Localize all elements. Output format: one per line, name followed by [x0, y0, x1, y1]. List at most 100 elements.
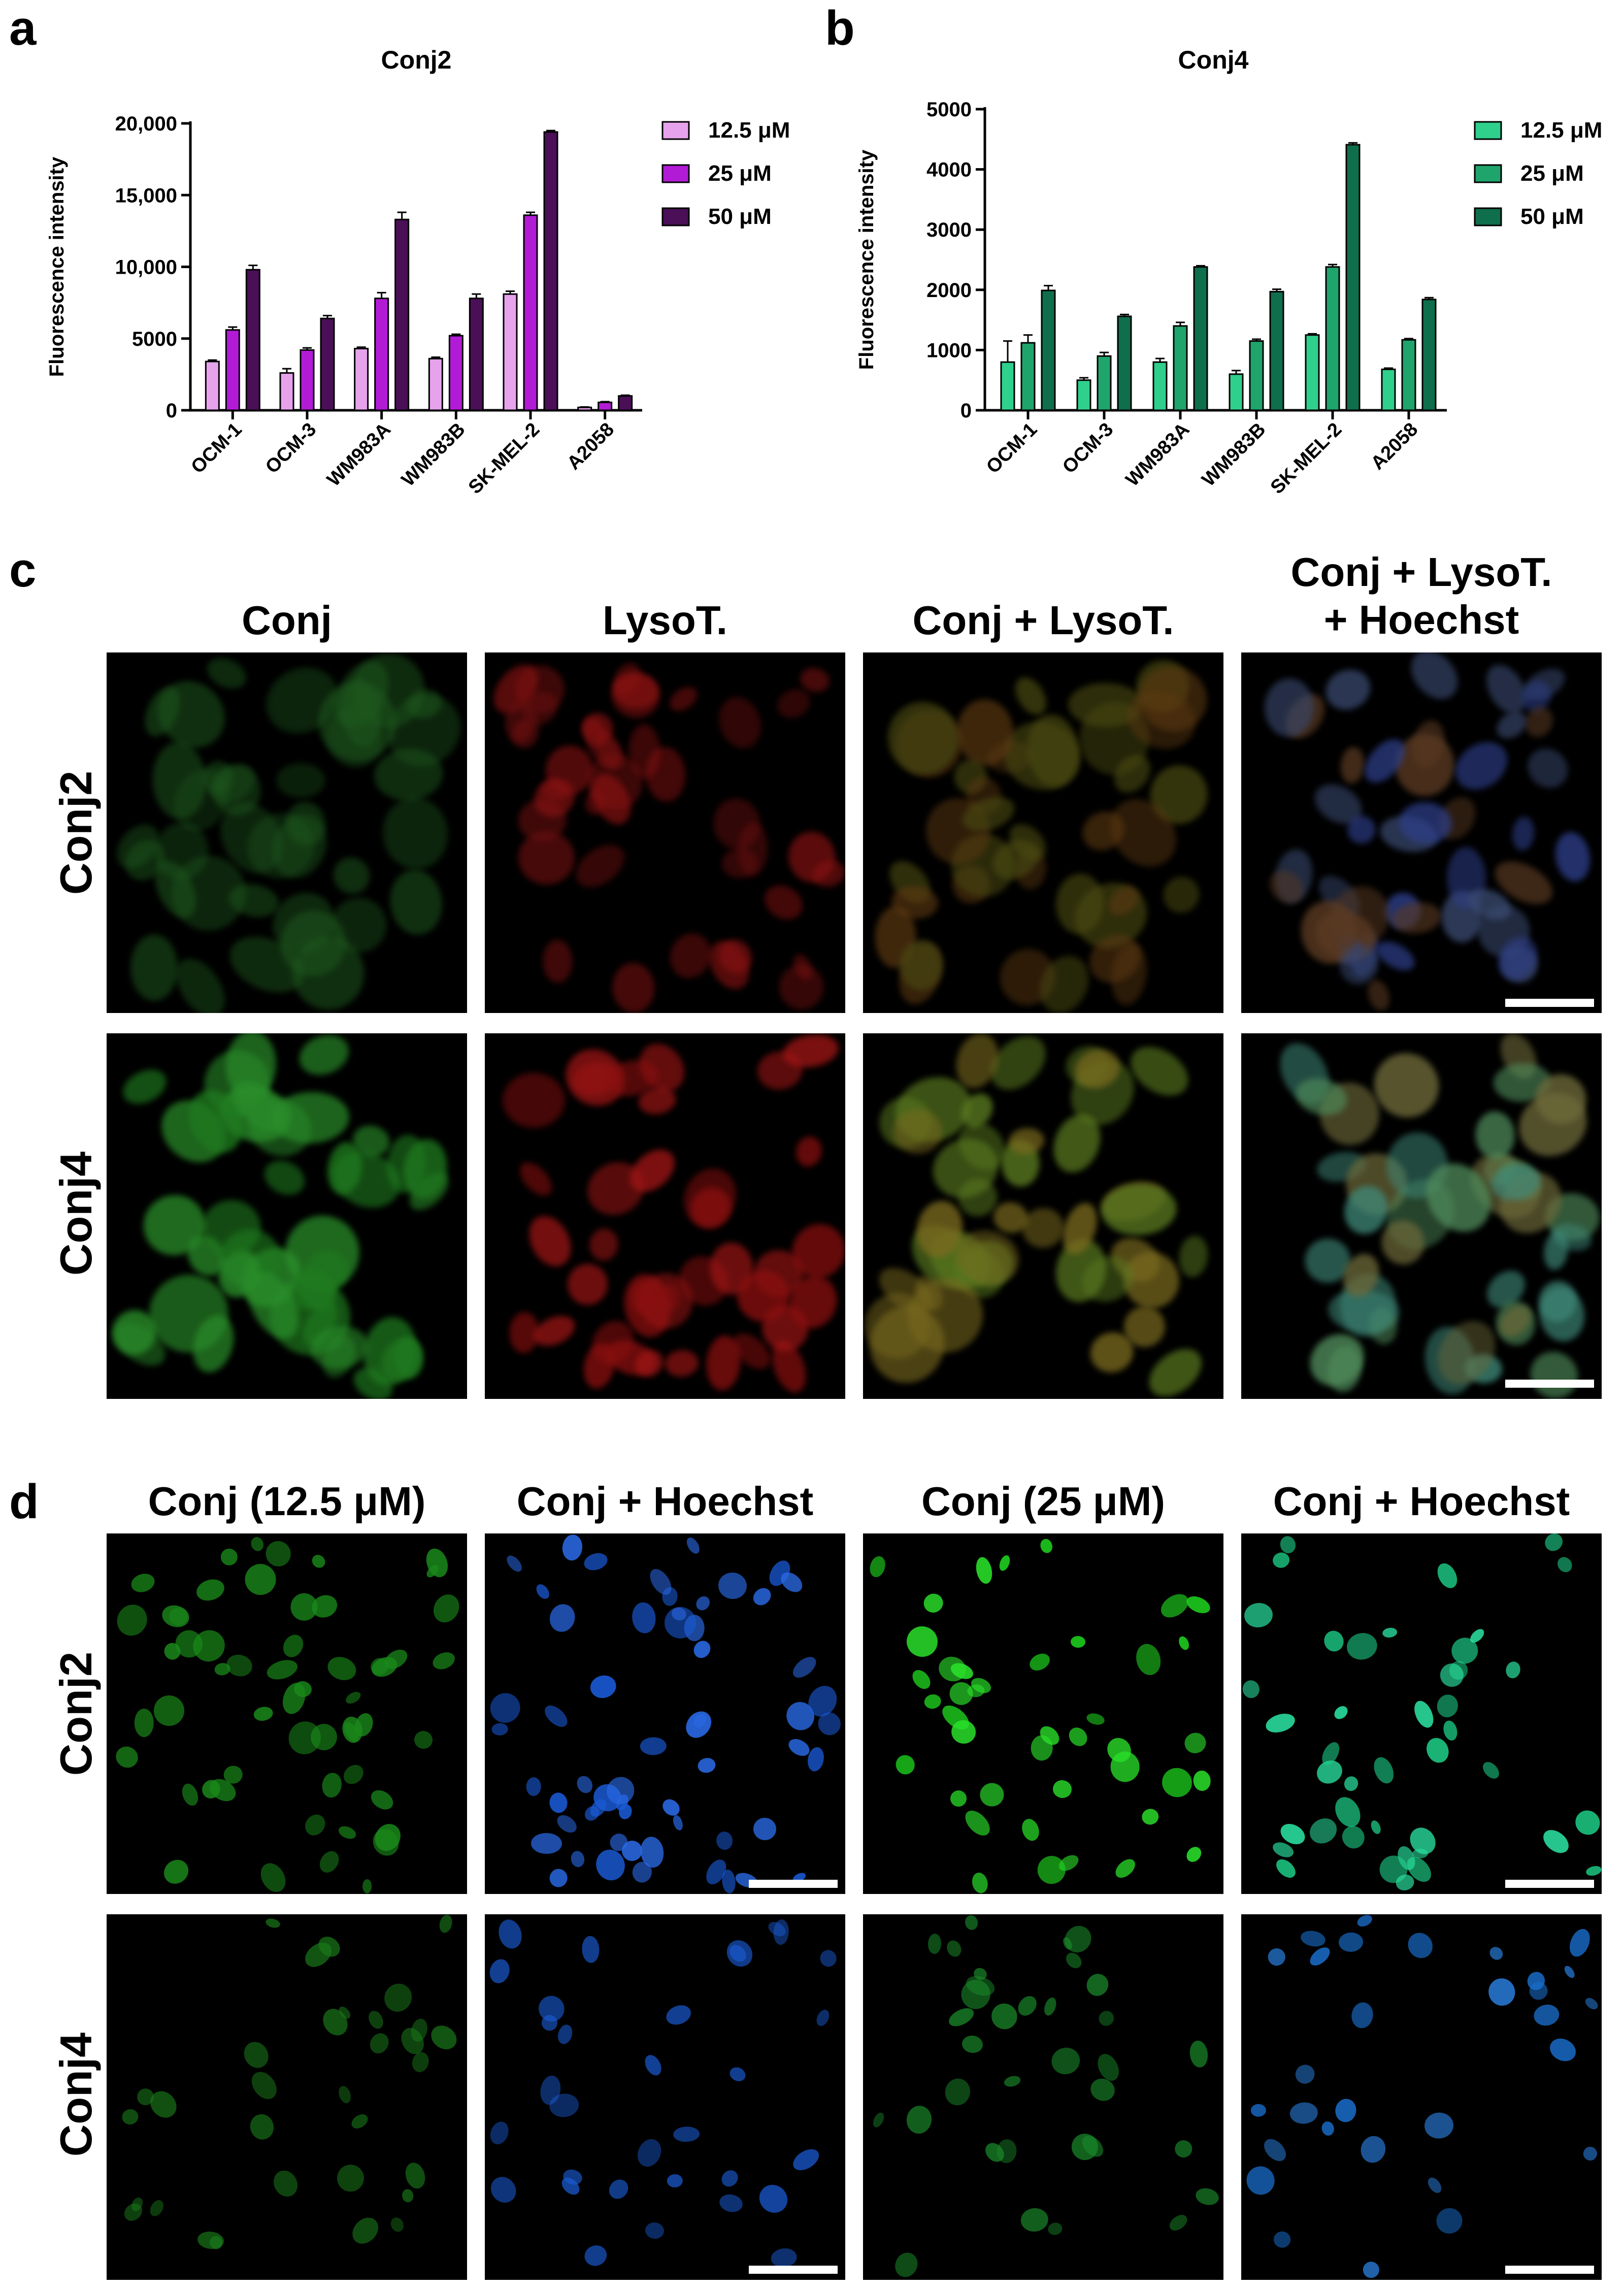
cell: [693, 1593, 713, 1613]
cell: [1446, 732, 1516, 799]
micrograph-d-conj2-25-hoechst: [1241, 1533, 1602, 1894]
cell: [130, 934, 178, 1001]
cell: [337, 2084, 353, 2105]
cell: [111, 1599, 153, 1642]
cell: [1370, 1754, 1398, 1786]
cell: [1070, 1636, 1086, 1648]
x-tick-label: A2058: [563, 419, 618, 474]
cell: [630, 1600, 657, 1635]
cell: [1291, 2061, 1319, 2088]
cell: [129, 1571, 157, 1595]
cell: [1321, 1628, 1346, 1654]
cell: [521, 1208, 580, 1273]
cell: [974, 1556, 995, 1586]
cell: [316, 1848, 343, 1877]
cell: [438, 1914, 454, 1935]
cell: [485, 1687, 526, 1729]
bar: [1345, 144, 1361, 411]
cell: [117, 1063, 172, 1110]
legend-swatch: [1474, 164, 1502, 183]
cell: [640, 1737, 667, 1755]
cell: [573, 1773, 595, 1796]
cell: [1355, 1914, 1374, 1929]
panel-letter-d: d: [9, 1475, 39, 1529]
chart-title: Conj2: [381, 46, 452, 74]
cell: [1369, 1819, 1383, 1836]
micrograph-d-conj2-25: [863, 1533, 1223, 1894]
cell: [1338, 1932, 1364, 1953]
cell: [1583, 1996, 1600, 2012]
legend-label: 25 μM: [1520, 161, 1584, 186]
cell: [564, 1260, 612, 1309]
micrograph-d-conj4-25-hoechst: [1241, 1914, 1602, 2280]
cell: [1243, 1601, 1274, 1629]
cell: [193, 1576, 227, 1605]
cell: [134, 1709, 154, 1737]
cell: [276, 763, 325, 798]
cell: [1480, 1759, 1503, 1782]
cell: [1183, 1844, 1204, 1865]
bar: [225, 329, 240, 411]
bar-chart-conj4: Conj4 Fluorescence intensity 0 1000 2000 3000…: [855, 46, 1602, 498]
cell: [942, 2076, 973, 2108]
cell: [1532, 2002, 1561, 2028]
cell: [1133, 1641, 1164, 1678]
cell: [659, 1795, 683, 1819]
cell: [1320, 2120, 1336, 2137]
micrograph-c-conj2-merge: [863, 652, 1223, 1013]
cell: [1140, 1807, 1160, 1826]
cell: [344, 1689, 363, 1706]
y-tick-label: 20,000: [115, 113, 177, 135]
cell: [633, 2135, 666, 2171]
cell: [979, 1782, 1005, 1808]
cell: [301, 1811, 329, 1840]
cell: [1039, 1538, 1054, 1555]
cell: [1545, 2034, 1580, 2066]
cell: [789, 1653, 820, 1682]
cell: [379, 1978, 417, 2017]
bar: [1000, 361, 1015, 411]
cell: [1167, 2212, 1190, 2234]
bar: [448, 335, 463, 411]
legend-label: 12.5 μM: [708, 118, 790, 143]
cell: [1306, 1944, 1333, 1969]
cell: [750, 1584, 775, 1609]
y-tick-label: 5000: [926, 99, 972, 121]
cell: [588, 1227, 620, 1262]
cell: [258, 1154, 311, 1202]
cell: [1172, 2138, 1195, 2160]
cell: [370, 1819, 406, 1856]
cell: [256, 1858, 291, 1894]
y-tick-label: 1000: [926, 339, 972, 362]
micrograph-c-conj4-conj: [107, 1033, 467, 1399]
panel-c-row-label-conj4: Conj4: [51, 1151, 101, 1276]
cell: [504, 1553, 525, 1575]
bar: [1117, 315, 1132, 411]
cell: [997, 1554, 1012, 1573]
cell: [1048, 2044, 1083, 2078]
cell: [1474, 1110, 1516, 1160]
cell: [727, 2065, 748, 2084]
bar: [320, 317, 335, 411]
cell: [667, 2174, 683, 2188]
cell: [491, 1723, 509, 1736]
cell: [1156, 1589, 1192, 1623]
legend-label: 12.5 μM: [1520, 118, 1602, 143]
bar: [245, 269, 260, 411]
cell: [986, 1998, 1023, 2035]
cell: [402, 2160, 428, 2192]
bar: [1325, 266, 1340, 411]
cell: [664, 2002, 694, 2028]
y-tick-label: 0: [166, 400, 177, 422]
micrograph-c-conj4-merge: [863, 1033, 1223, 1399]
cell: [1251, 2104, 1267, 2117]
cell: [388, 2215, 406, 2234]
cell: [909, 1666, 934, 1692]
cell: [868, 1554, 888, 1579]
cell: [711, 691, 768, 755]
cell: [1063, 1949, 1085, 1972]
bar: [1152, 361, 1168, 411]
bar: [1076, 379, 1091, 411]
cell: [1519, 740, 1576, 796]
cell: [347, 2212, 384, 2249]
